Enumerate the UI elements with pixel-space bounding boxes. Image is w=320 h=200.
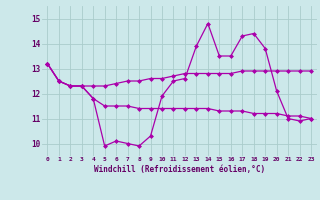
X-axis label: Windchill (Refroidissement éolien,°C): Windchill (Refroidissement éolien,°C) bbox=[94, 165, 265, 174]
